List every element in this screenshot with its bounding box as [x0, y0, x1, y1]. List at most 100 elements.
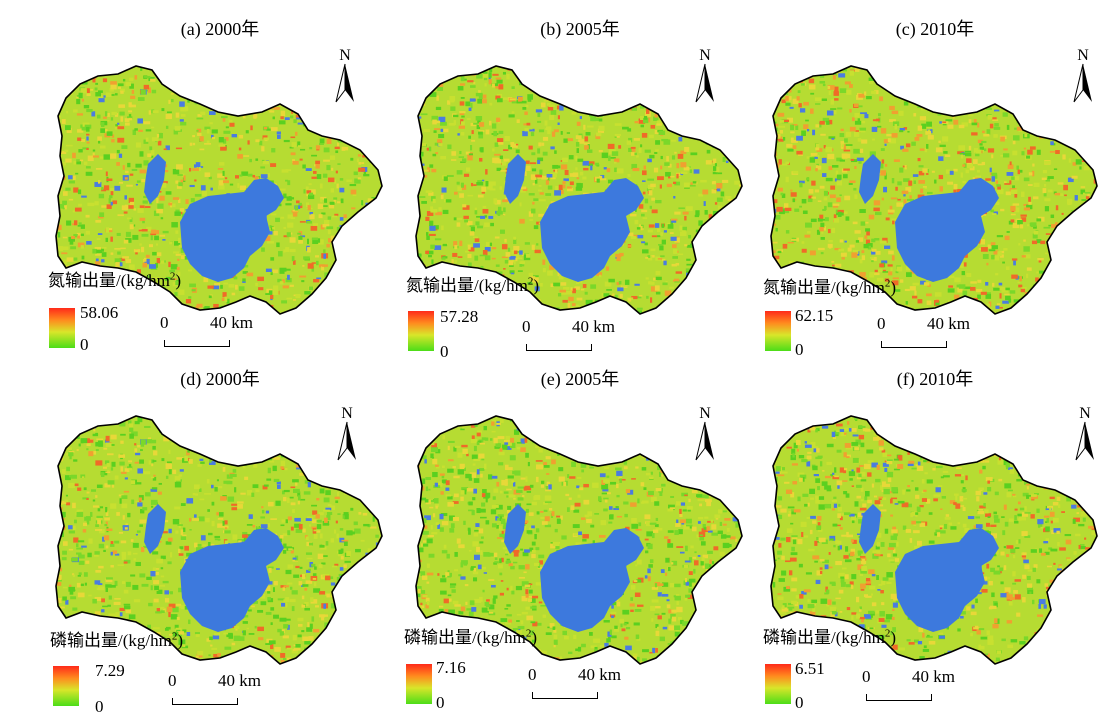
panel-title: (a) 2000年	[180, 19, 260, 39]
legend-max-value: 7.29	[95, 661, 125, 680]
scale-distance: 40 km	[210, 313, 253, 332]
legend-unit-tail: )	[890, 628, 897, 647]
north-arrow-icon: N	[1073, 47, 1092, 103]
scale-bar: 0 40 km	[160, 314, 280, 354]
panel-title: (c) 2010年	[895, 19, 975, 39]
panel-title: (e) 2005年	[540, 369, 620, 389]
map-panel-d: (d) 2000年 N 磷输出量/(kg/hm2) 7.29 0 0 40 km	[40, 368, 400, 723]
scale-zero: 0	[160, 313, 169, 332]
north-arrow-icon: N	[695, 405, 714, 461]
map-panel-a: (a) 2000年 N 氮输出量/(kg/hm2) 58.06 0 0 40 k…	[40, 18, 400, 373]
scale-distance: 40 km	[912, 667, 955, 686]
small-lake	[504, 504, 526, 554]
legend-unit-sup: 2	[525, 627, 532, 640]
legend-label: 磷输出量/(kg/hm	[763, 628, 885, 647]
main-lake	[540, 528, 644, 632]
legend-unit-tail: )	[533, 276, 540, 295]
region-map	[415, 415, 743, 665]
legend-min-value: 0	[795, 693, 804, 712]
region-map	[770, 415, 1098, 665]
legend-max-value: 57.28	[440, 307, 479, 326]
legend-max-value: 7.16	[436, 658, 466, 677]
map-panel-f: (f) 2010年 N 磷输出量/(kg/hm2) 6.51 0 0 40 km	[755, 368, 1115, 723]
scale-bar: 0 40 km	[877, 315, 997, 355]
small-lake	[859, 504, 881, 554]
scale-zero: 0	[862, 667, 871, 686]
legend-unit-tail: )	[177, 631, 184, 650]
region-boundary	[770, 65, 1098, 315]
legend-label: 磷输出量/(kg/hm	[404, 628, 526, 647]
land-area	[771, 416, 1097, 664]
small-lake	[144, 504, 166, 554]
main-lake	[180, 178, 284, 282]
main-lake	[540, 178, 644, 282]
scale-line	[532, 692, 598, 699]
scale-zero: 0	[168, 671, 177, 690]
legend-min-value: 0	[795, 340, 804, 359]
panel-title: (b) 2005年	[540, 19, 620, 39]
north-arrow-icon: N	[337, 405, 356, 461]
panel-title: (f) 2010年	[896, 369, 974, 389]
region-map	[55, 65, 383, 315]
legend-color-ramp	[49, 308, 75, 348]
legend-label: 磷输出量/(kg/hm	[50, 631, 172, 650]
region-map	[770, 65, 1098, 315]
legend-unit-sup: 2	[527, 275, 534, 288]
small-lake	[144, 154, 166, 204]
scale-distance: 40 km	[572, 317, 615, 336]
region-boundary	[770, 415, 1098, 665]
scale-zero: 0	[528, 665, 537, 684]
north-label: N	[1077, 47, 1089, 64]
legend-label: 氮输出量/(kg/hm	[48, 271, 170, 290]
legend-max-value: 62.15	[795, 306, 834, 325]
region-boundary	[55, 415, 383, 665]
scale-line	[866, 694, 932, 701]
region-boundary	[415, 415, 743, 665]
north-label: N	[341, 405, 353, 422]
map-panel-b: (b) 2005年 N 氮输出量/(kg/hm2) 57.28 0 0 40 k…	[400, 18, 760, 373]
legend-unit-sup: 2	[169, 270, 176, 283]
legend-title: 氮输出量/(kg/hm2)	[406, 276, 539, 296]
legend-label: 氮输出量/(kg/hm	[406, 276, 528, 295]
north-arrow-icon: N	[695, 47, 714, 103]
north-arrow-icon: N	[1075, 405, 1094, 461]
small-lake	[859, 154, 881, 204]
region-map	[55, 415, 383, 665]
legend-min-value: 0	[80, 335, 89, 354]
scale-line	[526, 344, 592, 351]
scale-line	[172, 698, 238, 705]
small-lake	[504, 154, 526, 204]
legend-unit-tail: )	[890, 278, 897, 297]
legend-unit-sup: 2	[884, 277, 891, 290]
scale-distance: 40 km	[578, 665, 621, 684]
legend-min-value: 0	[95, 697, 104, 716]
north-arrow-icon: N	[335, 47, 354, 103]
legend-title: 氮输出量/(kg/hm2)	[48, 271, 181, 291]
land-area	[416, 416, 742, 664]
north-label: N	[1079, 405, 1091, 422]
north-label: N	[699, 405, 711, 422]
map-panel-c: (c) 2010年 N 氮输出量/(kg/hm2) 62.15 0 0 40 k…	[755, 18, 1115, 373]
north-label: N	[339, 47, 351, 64]
legend-color-ramp	[406, 664, 432, 704]
legend-color-ramp	[53, 666, 79, 706]
main-lake	[895, 178, 999, 282]
north-label: N	[699, 47, 711, 64]
map-panel-e: (e) 2005年 N 磷输出量/(kg/hm2) 7.16 0 0 40 km	[400, 368, 760, 723]
scale-bar: 0 40 km	[862, 668, 982, 708]
scale-zero: 0	[877, 314, 886, 333]
region-boundary	[415, 65, 743, 315]
scale-bar: 0 40 km	[528, 666, 648, 706]
legend-title: 磷输出量/(kg/hm2)	[50, 631, 183, 651]
legend-unit-tail: )	[175, 271, 182, 290]
region-map	[415, 65, 743, 315]
scale-zero: 0	[522, 317, 531, 336]
scale-distance: 40 km	[927, 314, 970, 333]
legend-unit-tail: )	[531, 628, 538, 647]
scale-line	[164, 340, 230, 347]
scale-bar: 0 40 km	[522, 318, 642, 358]
legend-min-value: 0	[436, 693, 445, 712]
panel-title: (d) 2000年	[180, 369, 260, 389]
scale-line	[881, 341, 947, 348]
legend-max-value: 58.06	[80, 303, 119, 322]
